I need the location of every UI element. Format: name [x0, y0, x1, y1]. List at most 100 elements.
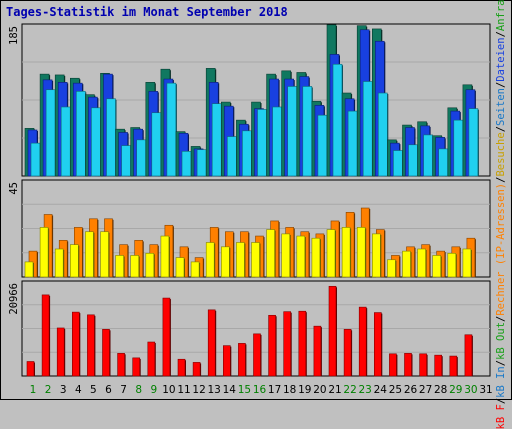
- bar-middle-rechneripadressen-day-24: [371, 233, 381, 278]
- bar-top-seiten-day-27: [423, 134, 433, 177]
- bar-top-seiten-day-14: [227, 136, 237, 177]
- x-tick-label-day-4: 4: [75, 384, 82, 396]
- bar-top-seiten-day-5: [91, 107, 101, 177]
- bar-top-seiten-day-25: [393, 150, 403, 177]
- x-tick-label-day-7: 7: [120, 384, 127, 396]
- bar-top-seiten-day-13: [211, 103, 222, 177]
- legend-part: kB Out: [495, 321, 507, 360]
- x-tick-label-day-21: 21: [328, 384, 341, 396]
- x-tick-label-day-26: 26: [404, 384, 418, 396]
- bar-middle-rechneripadressen-day-27: [417, 248, 426, 278]
- bar-bottom-kbf-day-5: [87, 314, 95, 377]
- bar-middle-rechneripadressen-day-29: [447, 252, 457, 278]
- bar-top-seiten-day-17: [272, 106, 282, 177]
- x-tick-label-day-29: 29: [449, 384, 462, 396]
- x-tick-label-day-18: 18: [283, 384, 296, 396]
- bar-top-seiten-day-10: [166, 82, 177, 177]
- bar-middle-rechneripadressen-day-25: [387, 259, 396, 278]
- bar-bottom-kbf-day-13: [207, 309, 216, 377]
- bar-middle-rechneripadressen-day-1: [24, 261, 34, 278]
- bar-top-seiten-day-8: [136, 139, 146, 177]
- bar-top-seiten-day-24: [377, 92, 388, 177]
- x-tick-label-day-30: 30: [464, 384, 477, 396]
- legend-part: /: [495, 176, 507, 183]
- bar-middle-rechneripadressen-day-22: [341, 227, 351, 278]
- x-tick-label-day-19: 19: [298, 384, 311, 396]
- bar-bottom-kbf-day-27: [419, 353, 427, 377]
- bar-top-seiten-day-7: [121, 145, 131, 177]
- bar-middle-rechneripadressen-day-21: [326, 229, 336, 278]
- legend: kB F/kB In/kB Out/Rechner (IP-Adressen)/…: [491, 0, 511, 429]
- legend-part: /: [495, 359, 507, 367]
- bar-bottom-kbf-day-7: [117, 353, 125, 377]
- x-tick-label-day-3: 3: [60, 384, 67, 396]
- bar-top-seiten-day-4: [76, 91, 86, 177]
- legend-part: Dateien: [495, 37, 507, 82]
- bar-middle-rechneripadressen-day-7: [115, 255, 124, 278]
- bar-top-seiten-day-6: [106, 98, 116, 177]
- bar-middle-rechneripadressen-day-30: [462, 248, 472, 278]
- legend-part: kB F: [495, 404, 507, 429]
- bar-middle-rechneripadressen-day-14: [221, 246, 230, 278]
- x-tick-label-day-14: 14: [223, 384, 237, 396]
- bar-middle-rechneripadressen-day-18: [281, 233, 291, 278]
- legend-part: /: [495, 397, 507, 405]
- y-max-label-top: 185: [8, 26, 20, 45]
- bar-top-seiten-day-29: [453, 119, 464, 177]
- bar-bottom-kbf-day-4: [72, 311, 80, 377]
- bar-middle-rechneripadressen-day-28: [432, 255, 442, 278]
- x-tick-label-day-11: 11: [177, 384, 190, 396]
- bar-top-seiten-day-15: [242, 130, 252, 177]
- x-tick-label-day-8: 8: [135, 384, 142, 396]
- x-tick-label-day-2: 2: [45, 384, 52, 396]
- y-max-label-bottom: 20966: [8, 283, 20, 315]
- bar-bottom-kbf-day-16: [253, 333, 261, 377]
- bar-bottom-kbf-day-24: [373, 312, 382, 377]
- bar-middle-rechneripadressen-day-12: [190, 261, 200, 278]
- bar-top-seiten-day-11: [181, 151, 192, 177]
- bar-middle-rechneripadressen-day-6: [100, 231, 109, 278]
- bar-top-seiten-day-2: [45, 89, 56, 177]
- bar-top-seiten-day-23: [362, 81, 373, 177]
- bar-middle-rechneripadressen-day-3: [54, 248, 64, 278]
- legend-part: /: [495, 315, 507, 322]
- bar-middle-rechneripadressen-day-20: [311, 237, 321, 278]
- bar-middle-rechneripadressen-day-13: [205, 242, 215, 278]
- bar-middle-rechneripadressen-day-10: [160, 235, 170, 278]
- x-tick-label-day-5: 5: [90, 384, 97, 396]
- bar-middle-rechneripadressen-day-8: [130, 255, 139, 278]
- bar-top-seiten-day-20: [317, 114, 328, 177]
- bar-top-seiten-day-28: [438, 148, 449, 177]
- x-tick-label-day-1: 1: [30, 384, 37, 396]
- bar-bottom-kbf-day-2: [41, 294, 50, 377]
- bar-bottom-kbf-day-28: [434, 354, 443, 377]
- bar-bottom-kbf-day-22: [343, 329, 352, 377]
- bar-top-seiten-day-22: [347, 110, 358, 177]
- legend-part: /: [495, 125, 507, 133]
- x-tick-label-day-16: 16: [253, 384, 267, 396]
- bar-bottom-kbf-day-14: [223, 345, 231, 377]
- bar-top-seiten-day-3: [60, 106, 71, 177]
- bar-bottom-kbf-day-3: [56, 327, 65, 377]
- legend-part: Seiten: [495, 88, 507, 126]
- bar-bottom-kbf-day-30: [464, 334, 473, 377]
- bar-bottom-kbf-day-1: [26, 361, 35, 377]
- bar-top-seiten-day-16: [257, 109, 267, 177]
- bar-top-seiten-day-12: [196, 149, 207, 177]
- x-tick-label-day-22: 22: [343, 384, 356, 396]
- legend-part: Anfragen: [495, 0, 507, 32]
- bar-middle-rechneripadressen-day-17: [266, 229, 275, 278]
- bar-bottom-kbf-day-12: [192, 362, 201, 377]
- legend-part: Besuche: [495, 132, 507, 177]
- bar-top-seiten-day-26: [408, 144, 418, 177]
- bar-bottom-kbf-day-17: [268, 314, 276, 377]
- chart-title: Tages-Statistik im Monat September 2018: [6, 5, 288, 19]
- x-tick-label-day-15: 15: [238, 384, 251, 396]
- x-tick-label-day-17: 17: [268, 384, 281, 396]
- bar-bottom-kbf-day-20: [313, 325, 322, 377]
- bar-bottom-kbf-day-26: [404, 353, 412, 377]
- bar-top-seiten-day-9: [151, 112, 162, 177]
- bar-middle-rechneripadressen-day-2: [39, 227, 49, 278]
- bar-bottom-kbf-day-15: [238, 343, 246, 377]
